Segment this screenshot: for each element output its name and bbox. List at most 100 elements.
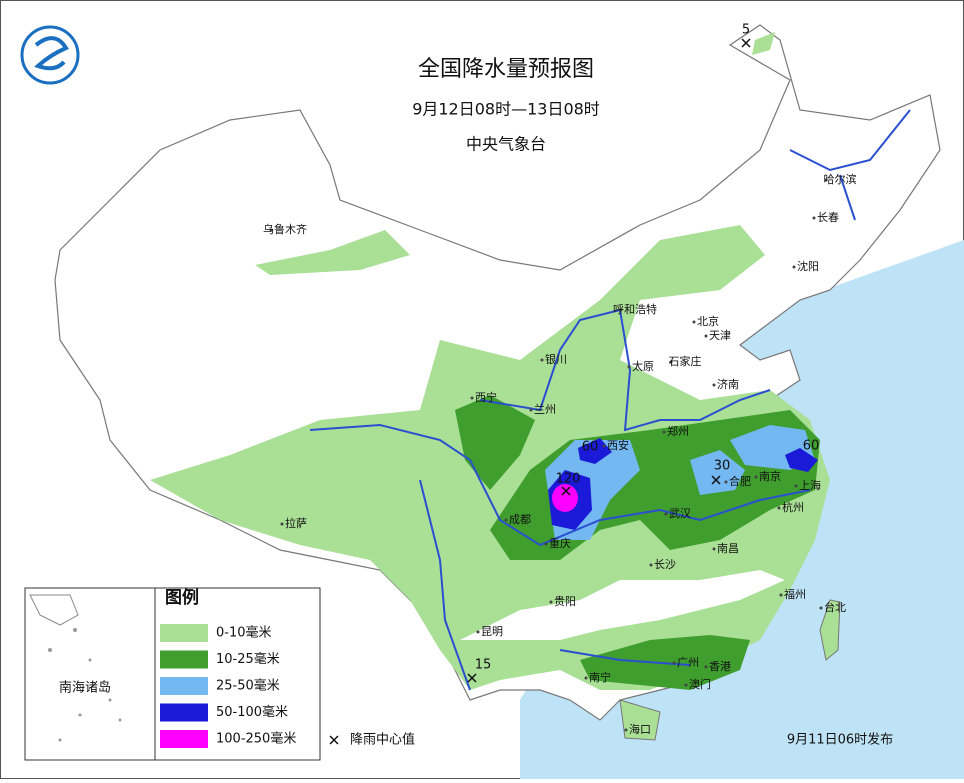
city-dot — [792, 265, 796, 269]
legend-swatch — [160, 703, 208, 722]
southern-rivers — [419, 479, 691, 691]
rain-center-mark — [561, 486, 571, 496]
city-dot — [754, 475, 758, 479]
taiwan — [819, 599, 841, 661]
city-dot — [704, 665, 708, 669]
legend-item: 25-50毫米 — [216, 678, 280, 694]
rain-50-100 — [785, 448, 818, 472]
city-label: 石家庄 — [669, 354, 702, 368]
city-dot — [280, 522, 284, 526]
rain-center-value: 60 — [582, 440, 599, 455]
rain-center-value: 30 — [714, 459, 731, 474]
rain-100-250 — [552, 484, 578, 512]
city-label: 西宁 — [475, 390, 497, 404]
city-dot — [712, 547, 716, 551]
city-label: 长沙 — [654, 558, 676, 571]
city-dot — [824, 178, 828, 182]
city-dot — [602, 444, 606, 448]
songhua — [789, 109, 911, 221]
city-dot — [544, 542, 548, 546]
city-label: 西安 — [607, 438, 629, 452]
rivers — [309, 109, 911, 691]
city-dot — [794, 484, 798, 488]
city-dot — [712, 383, 716, 387]
rain-center-value: 60 — [803, 439, 820, 454]
city-label: 兰州 — [534, 403, 556, 416]
city-label: 重庆 — [549, 536, 571, 550]
city-label: 银川 — [545, 352, 567, 366]
city-label: 太原 — [632, 360, 654, 373]
legend-swatch — [160, 650, 208, 669]
city-label: 哈尔滨 — [824, 172, 857, 186]
city-label: 杭州 — [782, 500, 804, 514]
rain-center-value: 5 — [742, 23, 750, 38]
city-label: 澳门 — [689, 677, 711, 691]
city-label: 郑州 — [667, 424, 689, 438]
hainan — [619, 699, 661, 741]
map-title: 全国降水量预报图 — [418, 57, 594, 82]
legend-item: 0-10毫米 — [216, 625, 272, 641]
city-dot — [584, 676, 588, 680]
rain-center-mark — [467, 673, 477, 683]
city-dot — [777, 506, 781, 510]
legend-item: 100-250毫米 — [216, 731, 296, 747]
legend-center-marker — [329, 735, 339, 745]
rain-50-100 — [578, 438, 612, 464]
legend-title: 图例 — [165, 587, 199, 608]
city-dot — [529, 408, 533, 412]
city-label: 成都 — [509, 513, 531, 526]
city-label: 长春 — [817, 211, 839, 224]
city-dot — [812, 216, 816, 220]
city-dot — [662, 430, 666, 434]
city-label: 天津 — [709, 329, 731, 342]
legend-item: 50-100毫米 — [216, 704, 288, 720]
city-label: 北京 — [697, 314, 719, 328]
city-dot — [724, 480, 728, 484]
city-label: 上海 — [799, 478, 821, 492]
city-dot — [779, 593, 783, 597]
legend-swatch — [160, 677, 208, 695]
yangtze — [309, 423, 811, 547]
legend-swatch — [160, 624, 208, 642]
city-label: 拉萨 — [285, 516, 307, 530]
city-label: 沈阳 — [797, 259, 819, 273]
rain-0-10 — [255, 230, 410, 275]
city-dot — [504, 518, 508, 522]
city-dot — [664, 512, 668, 516]
city-label: 福州 — [784, 587, 806, 601]
rain-25-50 — [690, 450, 745, 495]
city-dot — [540, 358, 544, 362]
yellow-river — [479, 308, 771, 432]
city-label: 南京 — [759, 469, 781, 483]
city-dot — [627, 365, 631, 369]
inset-label: 南海诸岛 — [59, 680, 111, 696]
city-label: 昆明 — [481, 625, 503, 638]
rain-center-mark — [741, 38, 751, 48]
city-dot — [704, 334, 708, 338]
city-label: 乌鲁木齐 — [263, 222, 307, 236]
city-label: 南宁 — [589, 670, 611, 684]
city-dot — [624, 728, 628, 732]
logo-mark — [34, 36, 69, 71]
city-label: 香港 — [709, 660, 731, 673]
issue-time: 9月11日06时发布 — [787, 732, 893, 748]
city-dot — [476, 630, 480, 634]
city-label: 海口 — [629, 722, 651, 736]
city-dot — [470, 396, 474, 400]
city-dot — [269, 228, 273, 232]
legend-center-label: 降雨中心值 — [350, 732, 415, 748]
city-dot — [549, 600, 553, 604]
rain-center-mark — [711, 475, 721, 485]
city-label: 呼和浩特 — [613, 302, 657, 316]
rain-center-value: 120 — [556, 472, 581, 487]
no-rain — [460, 570, 785, 640]
city-dot — [819, 606, 823, 610]
city-label: 贵阳 — [554, 595, 576, 608]
rain-0-10 — [752, 32, 775, 55]
city-label: 济南 — [717, 377, 739, 391]
city-dot — [649, 563, 653, 567]
city-label: 南昌 — [717, 542, 739, 555]
city-label: 武汉 — [669, 507, 691, 520]
city-label: 台北 — [824, 600, 846, 614]
